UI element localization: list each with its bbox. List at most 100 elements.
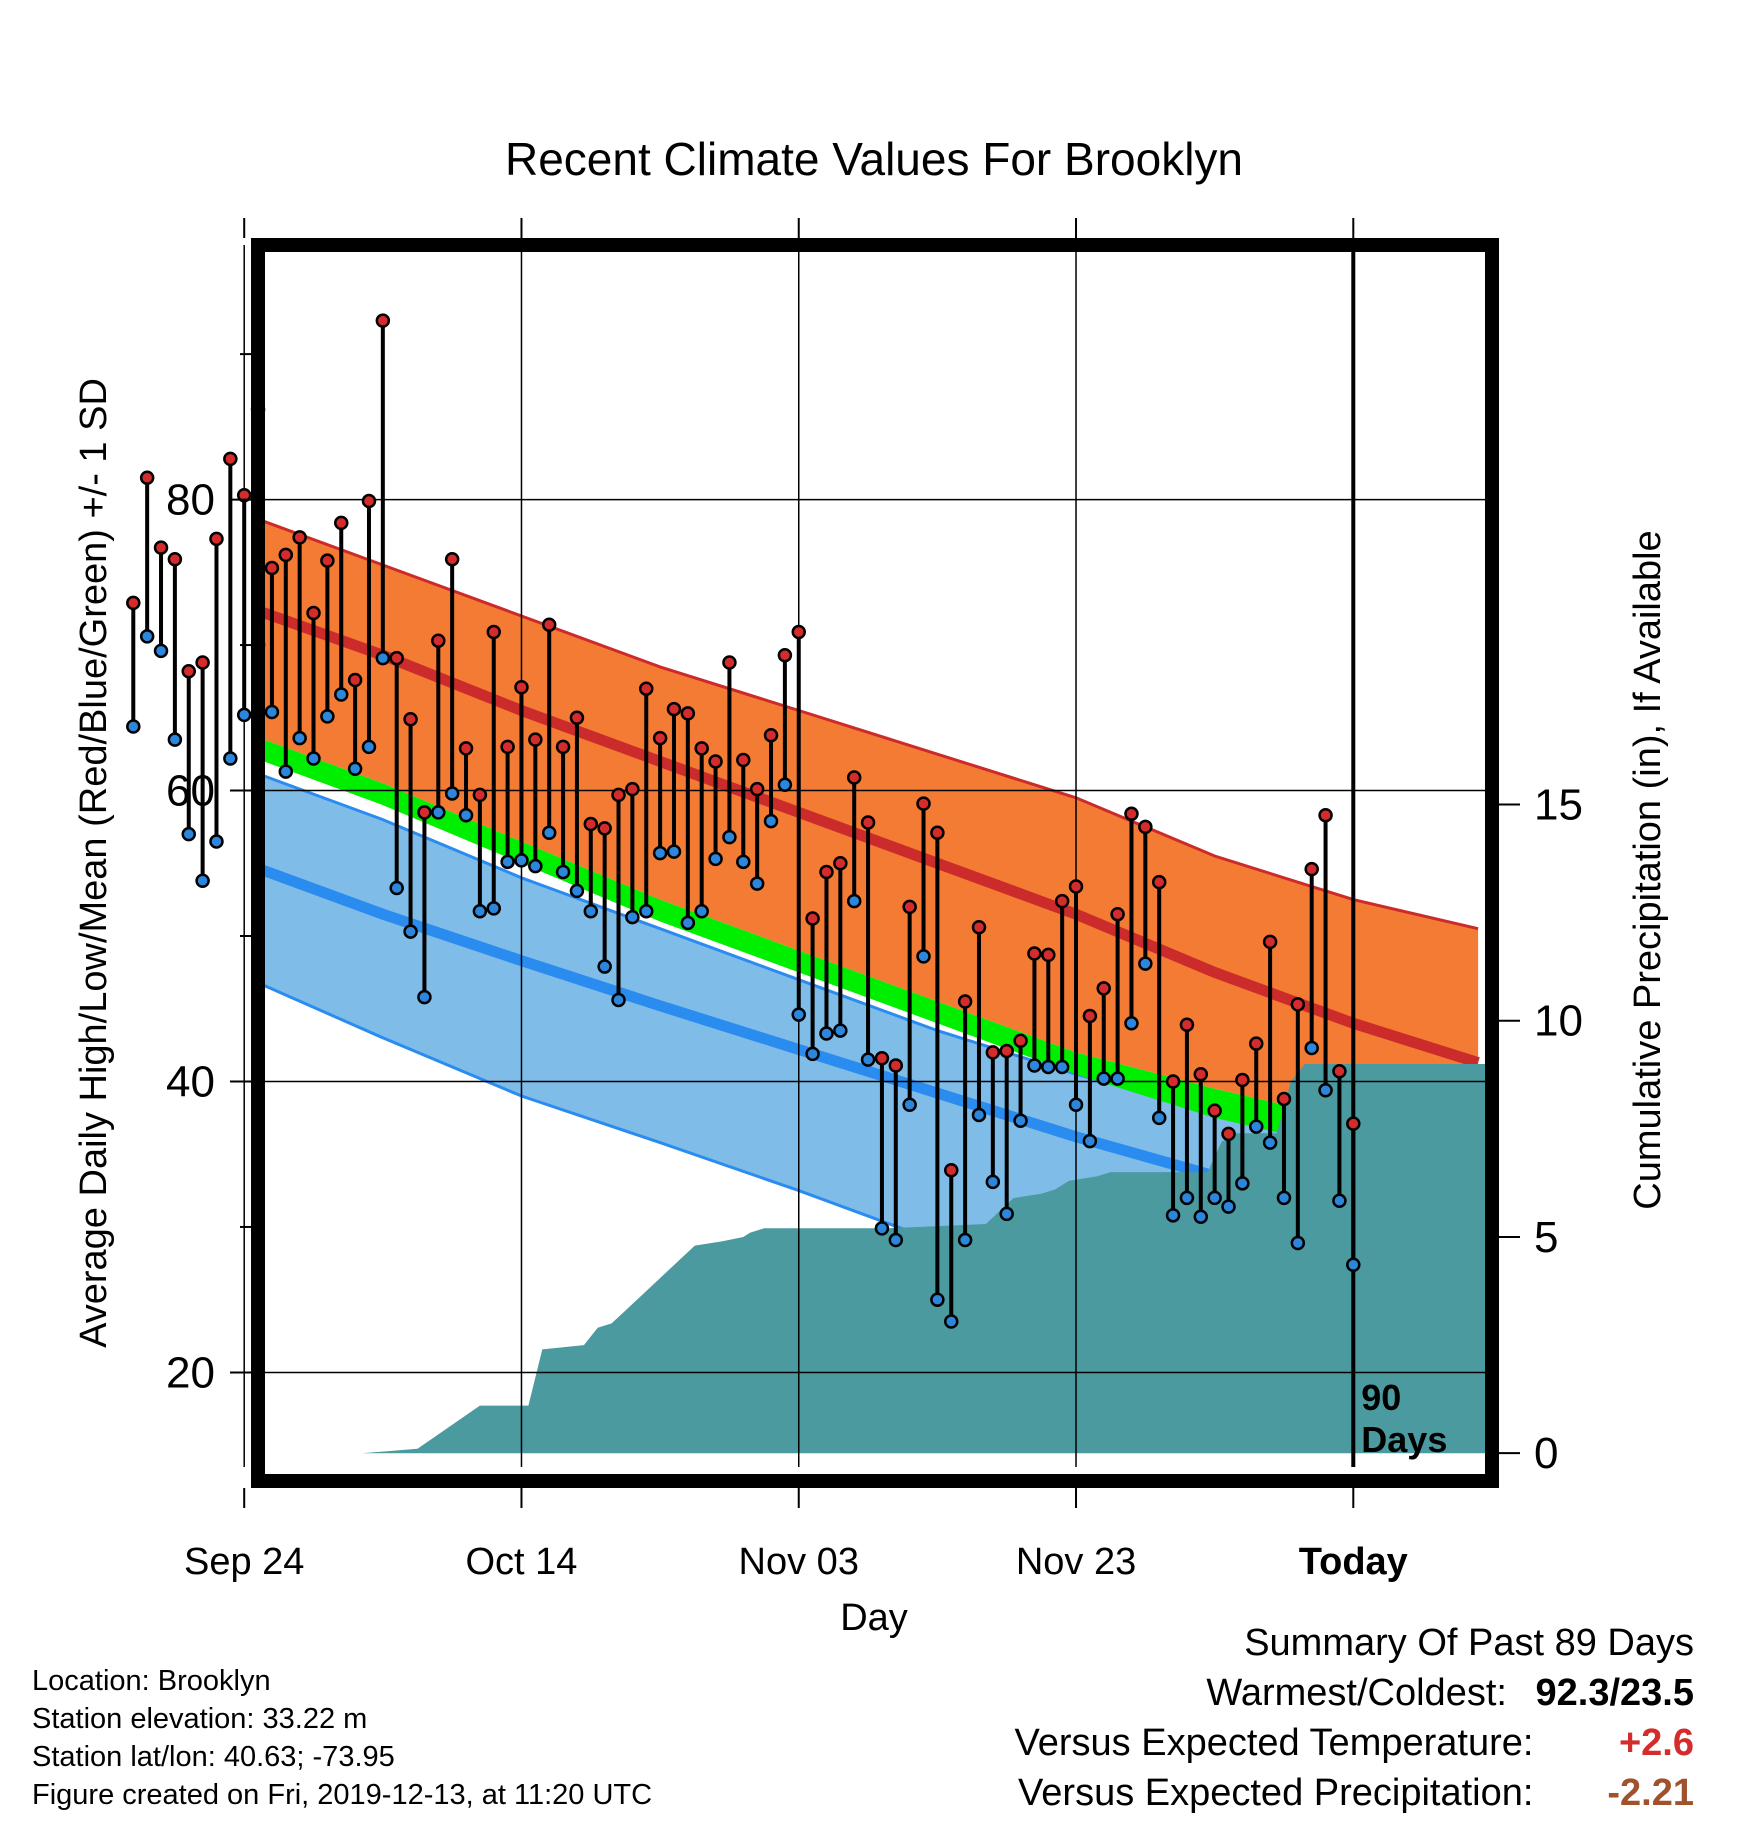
high-point xyxy=(361,493,377,509)
high-point xyxy=(971,920,987,935)
elevation-text: Station elevation: 33.22 m xyxy=(32,1703,368,1735)
high-point xyxy=(930,825,945,840)
low-point xyxy=(1054,1059,1070,1075)
high-point xyxy=(278,547,294,563)
y-tick-label: 60 xyxy=(166,767,215,816)
low-point xyxy=(736,854,751,870)
high-point xyxy=(694,741,709,756)
low-point xyxy=(431,805,446,820)
low-point xyxy=(167,732,183,747)
low-point xyxy=(264,704,280,720)
low-point xyxy=(916,949,931,964)
created-text: Figure created on Fri, 2019-12-13, at 11… xyxy=(32,1779,653,1811)
low-point xyxy=(860,1052,876,1067)
high-point xyxy=(722,655,737,670)
low-point xyxy=(1290,1235,1306,1251)
low-point xyxy=(320,709,335,724)
low-point xyxy=(444,786,460,801)
low-point xyxy=(763,813,779,829)
high-point xyxy=(153,540,169,555)
high-point xyxy=(1249,1036,1264,1051)
high-point xyxy=(431,633,446,648)
y-tick-label: 20 xyxy=(166,1348,215,1397)
high-point xyxy=(181,663,196,679)
x-axis-label: Day xyxy=(840,1597,908,1639)
temp-value: +2.6 xyxy=(1618,1722,1694,1764)
high-point xyxy=(1054,893,1070,909)
low-point xyxy=(1346,1257,1361,1273)
precip-value: -2.21 xyxy=(1607,1772,1694,1814)
low-point xyxy=(1082,1133,1098,1149)
latlon-text: Station lat/lon: 40.63; -73.95 xyxy=(32,1741,395,1773)
low-point xyxy=(749,876,765,891)
summary-precip-row: Versus Expected Precipitation: -2.21 xyxy=(1018,1772,1694,1815)
high-point xyxy=(1207,1103,1222,1118)
high-point xyxy=(902,899,917,915)
today-marker: 90 Days xyxy=(1351,245,1447,1467)
y2-tick-label: 15 xyxy=(1534,781,1583,830)
high-point xyxy=(528,732,543,747)
y-axis-label: Average Daily High/Low/Mean (Red/Blue/Gr… xyxy=(73,378,115,1348)
y2-tick-label: 0 xyxy=(1534,1429,1558,1478)
low-point xyxy=(791,1007,806,1022)
high-point xyxy=(1165,1074,1181,1089)
warmest-value: 92.3/23.5 xyxy=(1535,1672,1694,1714)
low-point xyxy=(195,873,210,888)
low-point xyxy=(375,650,391,666)
high-point xyxy=(1318,808,1333,823)
low-point xyxy=(500,854,515,870)
low-point xyxy=(569,883,585,899)
high-point xyxy=(320,553,335,568)
high-point xyxy=(417,805,432,820)
high-point xyxy=(666,701,682,717)
low-point xyxy=(458,808,474,823)
low-point xyxy=(819,1026,834,1041)
low-point xyxy=(1221,1199,1236,1214)
high-point xyxy=(944,1162,959,1178)
low-point xyxy=(625,909,640,925)
today-days-label: 90 Days xyxy=(1361,1377,1447,1460)
low-point xyxy=(971,1107,987,1123)
high-point xyxy=(1068,879,1084,894)
today-days-line: Days xyxy=(1361,1419,1447,1460)
low-point xyxy=(985,1174,1001,1190)
low-point xyxy=(1193,1209,1209,1225)
high-point xyxy=(264,560,280,576)
summary-temp-row: Versus Expected Temperature: +2.6 xyxy=(1015,1722,1694,1765)
low-point xyxy=(888,1232,904,1248)
high-point xyxy=(611,787,626,803)
low-point xyxy=(528,858,543,874)
chart-title: Recent Climate Values For Brooklyn xyxy=(505,133,1243,185)
low-point xyxy=(957,1232,973,1248)
low-point xyxy=(666,844,682,859)
low-point xyxy=(417,989,432,1005)
high-point xyxy=(1235,1072,1250,1088)
high-point xyxy=(1110,906,1125,922)
low-point xyxy=(1068,1097,1084,1113)
high-point xyxy=(985,1045,1001,1060)
low-point xyxy=(1207,1190,1222,1206)
high-point xyxy=(999,1043,1014,1059)
low-point xyxy=(722,829,737,845)
high-point xyxy=(777,647,793,663)
low-point xyxy=(278,764,294,779)
x-tick-label: Today xyxy=(1299,1541,1408,1583)
high-point xyxy=(1332,1064,1347,1079)
high-point xyxy=(1262,934,1278,950)
high-point xyxy=(1304,861,1319,877)
high-point xyxy=(223,451,238,467)
low-point xyxy=(777,777,793,792)
high-point xyxy=(916,796,931,811)
low-point xyxy=(902,1097,917,1113)
high-point xyxy=(514,679,529,695)
precip-area xyxy=(265,1064,1485,1454)
low-point xyxy=(846,893,862,909)
high-point xyxy=(1346,1116,1361,1131)
high-point xyxy=(486,624,501,640)
high-point xyxy=(1082,1008,1098,1024)
low-point xyxy=(209,834,224,849)
low-point xyxy=(181,826,196,842)
low-point xyxy=(1027,1058,1042,1073)
low-point xyxy=(292,730,307,746)
